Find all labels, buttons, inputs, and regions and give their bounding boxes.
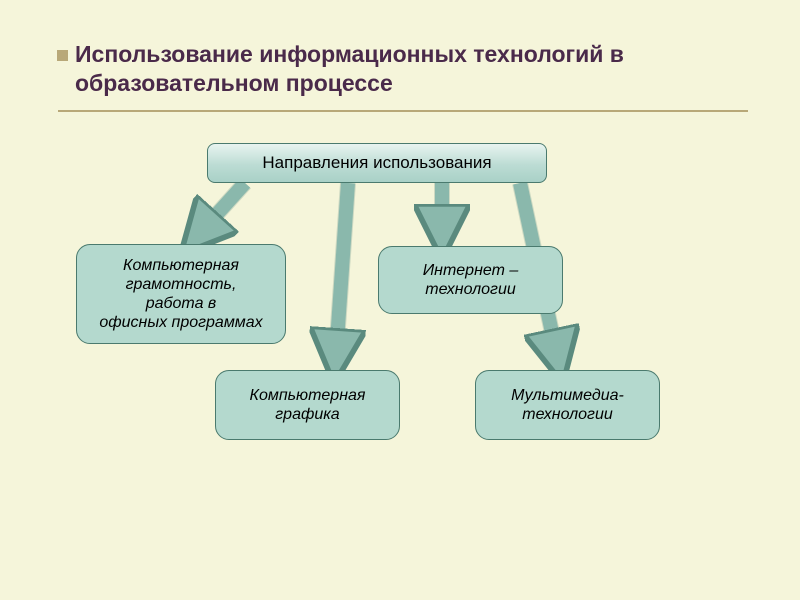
root-node-label: Направления использования: [262, 153, 491, 173]
bullet-icon: [57, 50, 68, 61]
child-node-label: Компьютерная грамотность, работа в офисн…: [99, 256, 262, 333]
slide: Использование информационных технологий …: [0, 0, 800, 600]
child-node-label: Мультимедиа- технологии: [511, 386, 624, 424]
root-node: Направления использования: [207, 143, 547, 183]
child-node-graphics: Компьютерная графика: [215, 370, 400, 440]
child-node-internet: Интернет – технологии: [378, 246, 563, 314]
child-node-literacy: Компьютерная грамотность, работа в офисн…: [76, 244, 286, 344]
child-node-label: Интернет – технологии: [423, 261, 519, 299]
child-node-multimedia: Мультимедиа- технологии: [475, 370, 660, 440]
title-underline: [58, 110, 748, 112]
slide-title: Использование информационных технологий …: [75, 40, 715, 98]
title-block: Использование информационных технологий …: [75, 40, 715, 98]
child-node-label: Компьютерная графика: [250, 386, 366, 424]
